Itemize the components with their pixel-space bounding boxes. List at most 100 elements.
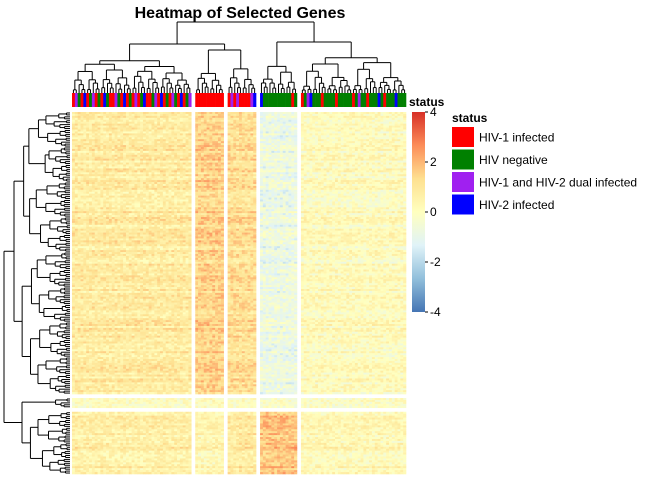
- heatmap-cell: [306, 156, 310, 159]
- heatmap-cell: [100, 178, 104, 181]
- heatmap-cell: [309, 133, 313, 136]
- heatmap-cell: [97, 156, 101, 159]
- heatmap-cell: [285, 174, 289, 177]
- heatmap-cell: [388, 168, 393, 171]
- annotation-cell: [397, 93, 401, 107]
- heatmap-cell: [300, 176, 305, 179]
- heatmap-cell: [100, 113, 104, 117]
- heatmap-cell: [357, 154, 361, 158]
- annotation-cell: [206, 93, 210, 107]
- heatmap-cell: [106, 170, 110, 173]
- heatmap-cell: [239, 174, 243, 177]
- heatmap-cell: [91, 164, 96, 167]
- heatmap-cell: [388, 121, 393, 124]
- heatmap-cell: [260, 123, 264, 126]
- heatmap-cell: [394, 178, 398, 181]
- heatmap-cell: [377, 119, 381, 123]
- heatmap-cell: [400, 145, 404, 148]
- heatmap-cell: [343, 119, 347, 123]
- heatmap-cell: [171, 174, 175, 177]
- heatmap-cell: [340, 135, 344, 138]
- heatmap-cell: [206, 129, 210, 132]
- heatmap-cell: [360, 156, 364, 159]
- heatmap-cell: [291, 129, 295, 132]
- heatmap-cell: [151, 133, 155, 136]
- heatmap-cell: [315, 180, 319, 183]
- heatmap-cell: [346, 162, 350, 165]
- heatmap-cell: [97, 115, 101, 119]
- heatmap-cell: [317, 180, 322, 183]
- heatmap-cell: [206, 145, 210, 148]
- heatmap-cell: [360, 145, 364, 148]
- heatmap-cell: [227, 154, 231, 158]
- heatmap-cell: [268, 172, 272, 175]
- heatmap-cell: [195, 112, 199, 115]
- annotation-cell: [188, 93, 192, 107]
- heatmap-cell: [332, 160, 336, 163]
- heatmap-cell: [174, 162, 178, 165]
- heatmap-cell: [100, 170, 104, 173]
- heatmap-cell: [391, 178, 395, 181]
- heatmap-cell: [326, 174, 330, 177]
- heatmap-cell: [294, 112, 298, 115]
- heatmap-cell: [103, 115, 107, 119]
- heatmap-cell: [291, 125, 295, 128]
- heatmap-cell: [74, 166, 78, 169]
- heatmap-cell: [391, 145, 395, 148]
- heatmap-cell: [168, 168, 172, 171]
- heatmap-cell: [94, 180, 98, 183]
- heatmap-cell: [397, 158, 401, 161]
- heatmap-cell: [300, 131, 305, 134]
- heatmap-cell: [274, 178, 278, 181]
- heatmap-cell: [168, 162, 172, 165]
- heatmap-cell: [277, 135, 281, 138]
- heatmap-cell: [357, 168, 361, 171]
- heatmap-cell: [377, 137, 381, 140]
- heatmap-cell: [227, 168, 231, 171]
- heatmap-cell: [154, 160, 158, 163]
- heatmap-cell: [77, 160, 81, 163]
- heatmap-cell: [188, 131, 192, 134]
- heatmap-cell: [74, 113, 78, 117]
- heatmap-cell: [74, 148, 78, 152]
- heatmap-cell: [230, 127, 234, 130]
- heatmap-cell: [111, 119, 115, 123]
- heatmap-cell: [217, 166, 222, 169]
- heatmap-cell: [282, 158, 286, 161]
- heatmap-cell: [377, 164, 381, 167]
- heatmap-cell: [346, 154, 350, 158]
- heatmap-cell: [247, 143, 251, 146]
- heatmap-cell: [303, 121, 307, 124]
- heatmap-cell: [227, 174, 231, 177]
- heatmap-cell: [227, 150, 231, 154]
- heatmap-cell: [114, 168, 118, 171]
- heatmap-cell: [394, 125, 398, 128]
- annotation-cell: [403, 93, 407, 107]
- heatmap-cell: [247, 160, 251, 163]
- heatmap-cell: [91, 180, 96, 183]
- heatmap-cell: [94, 137, 98, 140]
- heatmap-cell: [303, 131, 307, 134]
- heatmap-cell: [354, 127, 359, 130]
- heatmap-cell: [215, 150, 219, 154]
- heatmap-cell: [335, 143, 339, 146]
- heatmap-cell: [247, 164, 251, 167]
- heatmap-cell: [309, 123, 313, 126]
- heatmap-cell: [83, 152, 87, 156]
- heatmap-cell: [177, 127, 181, 130]
- heatmap-cell: [117, 166, 121, 169]
- heatmap-cell: [265, 119, 269, 123]
- heatmap-cell: [274, 135, 278, 138]
- heatmap-cell: [312, 145, 316, 148]
- heatmap-cell: [294, 127, 298, 130]
- heatmap-cell: [89, 119, 93, 123]
- heatmap-cell: [114, 115, 118, 119]
- heatmap-cell: [168, 158, 172, 161]
- heatmap-cell: [72, 139, 76, 142]
- heatmap-cell: [247, 135, 251, 138]
- heatmap-cell: [233, 119, 237, 123]
- heatmap-cell: [188, 180, 192, 183]
- heatmap-cell: [182, 152, 186, 156]
- heatmap-cell: [388, 176, 393, 179]
- heatmap-cell: [294, 135, 298, 138]
